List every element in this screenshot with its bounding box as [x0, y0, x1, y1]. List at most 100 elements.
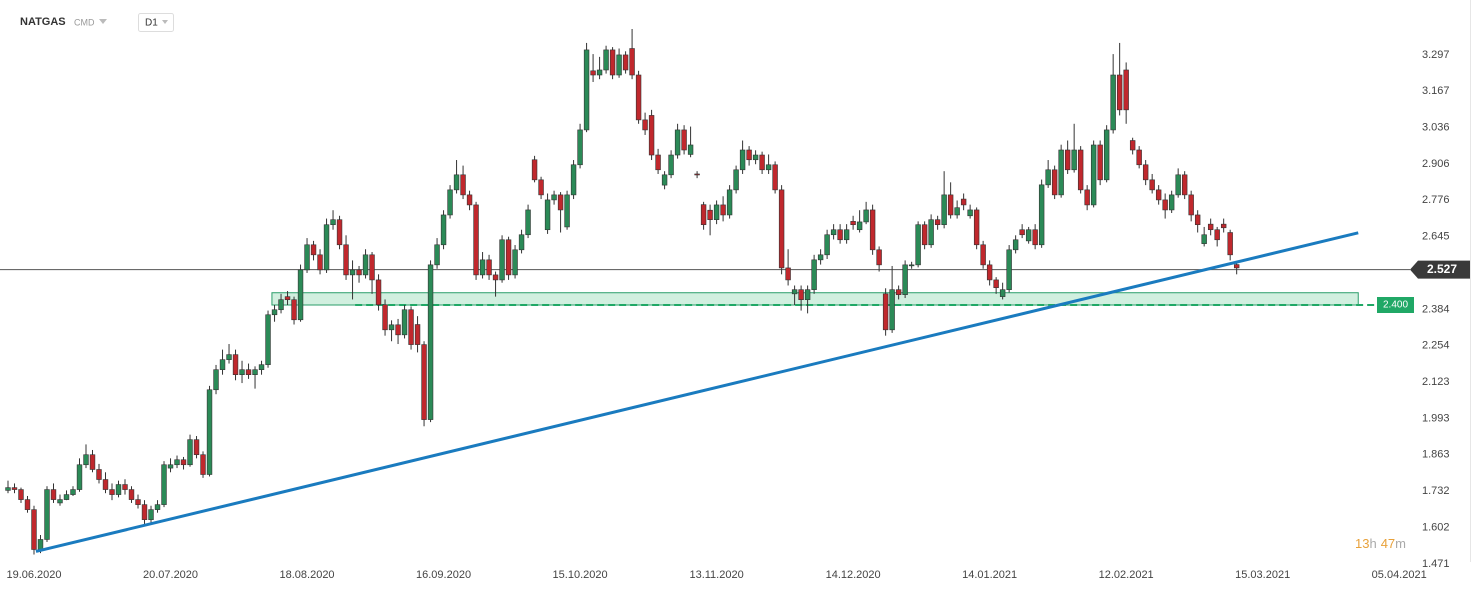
candle-body — [635, 74, 642, 121]
candle-body — [1058, 149, 1064, 196]
candle-body — [63, 494, 70, 500]
candle-body — [642, 119, 648, 131]
candle-body — [24, 499, 31, 510]
x-tick-label: 12.02.2021 — [1099, 569, 1154, 581]
candle-body — [1123, 69, 1129, 111]
candle-body — [817, 254, 824, 261]
candle-body — [999, 289, 1006, 297]
candle-body — [1129, 140, 1136, 151]
candle-body — [993, 279, 999, 289]
candle-body — [518, 234, 525, 251]
candle-body — [128, 489, 135, 500]
candle-body — [1077, 149, 1084, 191]
candle-body — [70, 489, 76, 495]
candle-body — [746, 149, 752, 161]
y-tick-label: 2.254 — [1422, 340, 1450, 352]
candle-body — [616, 54, 622, 76]
candle-body — [980, 244, 986, 266]
candle-body — [37, 539, 44, 550]
candle-body — [778, 189, 785, 269]
candle-body — [193, 439, 200, 456]
candle-body — [161, 464, 167, 505]
candle-body — [785, 267, 791, 281]
dropdown-arrow[interactable] — [162, 20, 168, 24]
candle-body — [44, 489, 50, 540]
candle-body — [1097, 144, 1103, 181]
candle-body — [135, 499, 141, 505]
candle-body — [824, 234, 830, 256]
candle-body — [375, 279, 382, 306]
candle-body — [603, 49, 609, 71]
candle-body — [1110, 74, 1116, 131]
candle-body — [343, 244, 349, 276]
candle-body — [531, 159, 538, 181]
candle-body — [486, 259, 492, 276]
candle-body — [1116, 74, 1123, 111]
current-price-label: 2.527 — [1427, 262, 1457, 276]
candle-body — [525, 209, 531, 236]
candle-body — [1045, 169, 1051, 186]
candle-body — [1162, 199, 1168, 211]
x-tick-label: 15.10.2020 — [553, 569, 608, 581]
candle-body — [830, 229, 837, 236]
candle-body — [11, 487, 18, 490]
candle-body — [954, 207, 960, 216]
dropdown-arrow[interactable] — [99, 19, 107, 24]
candle-body — [226, 354, 232, 360]
candle-body — [1103, 129, 1110, 181]
candle-body — [1201, 234, 1207, 244]
candle-body — [421, 344, 427, 420]
candle-body — [1064, 149, 1071, 171]
candle-body — [512, 249, 518, 276]
candle-body — [239, 369, 245, 375]
candle-body — [479, 259, 486, 276]
candle-body — [115, 484, 122, 495]
current-price-box — [1410, 260, 1470, 279]
x-tick-label: 05.04.2021 — [1372, 569, 1427, 581]
chart-title: NATGAS — [20, 16, 66, 28]
candle-body — [122, 484, 128, 490]
candle-body — [76, 464, 83, 490]
candle-body — [5, 487, 11, 491]
candle-body — [1188, 194, 1194, 216]
candle-body — [388, 324, 395, 331]
candle-body — [89, 454, 96, 470]
candle-body — [596, 69, 603, 76]
candle-body — [252, 369, 258, 375]
candle-body — [492, 274, 499, 281]
candle-body — [577, 129, 583, 166]
candle-body — [83, 454, 89, 466]
candle-body — [1142, 164, 1149, 181]
candle-body — [921, 224, 928, 246]
candle-body — [934, 219, 941, 226]
candle-body — [1155, 189, 1162, 201]
candle-body — [798, 289, 804, 301]
level-label-box — [1377, 297, 1414, 314]
candle-body — [1051, 169, 1058, 196]
timeframe-select[interactable] — [138, 13, 174, 32]
candle-body — [336, 219, 343, 246]
y-tick-label: 2.645 — [1422, 231, 1450, 243]
candle-body — [369, 254, 375, 281]
candle-body — [447, 189, 453, 216]
y-tick-label: 3.036 — [1422, 122, 1450, 134]
y-tick-label: 1.732 — [1422, 485, 1450, 497]
candle-body — [349, 269, 356, 276]
countdown-hours: 13 — [1355, 536, 1369, 551]
candle-body — [850, 221, 856, 226]
timeframe[interactable]: D1 — [145, 18, 158, 29]
x-tick-label: 14.01.2021 — [962, 569, 1017, 581]
candle-body — [629, 48, 635, 76]
candle-body — [538, 179, 544, 196]
x-tick-label: 19.06.2020 — [6, 569, 61, 581]
candle-body — [440, 214, 447, 246]
candle-body — [726, 189, 733, 216]
candle-body — [1175, 174, 1181, 196]
candle-body — [1233, 264, 1240, 269]
candle-body — [694, 173, 700, 176]
candle-body — [681, 129, 687, 151]
candle-body — [1025, 229, 1032, 242]
candle-body — [856, 221, 863, 231]
countdown: 13h 47m — [1355, 536, 1406, 551]
